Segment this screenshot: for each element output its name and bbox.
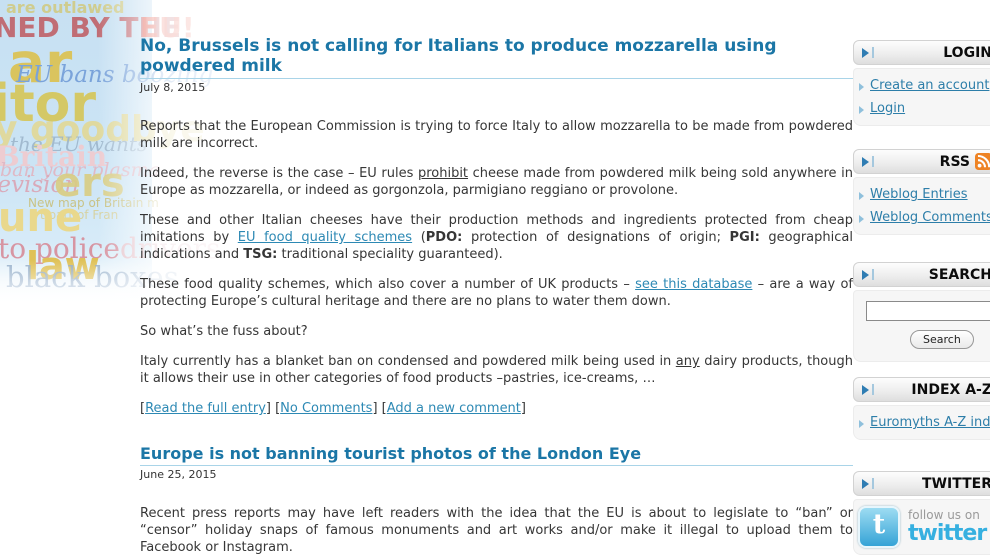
entry-date: July 8, 2015: [140, 81, 206, 94]
euromyths-a-z-index-link[interactable]: Euromyths A-Z index: [858, 411, 990, 434]
create-an-account-link[interactable]: Create an account: [858, 74, 990, 97]
add-a-new-comment-link[interactable]: Add a new comment: [386, 401, 521, 416]
collapse-toggle-icon: [862, 478, 869, 489]
collapse-toggle-bar: [872, 269, 874, 280]
entry-footer-links: [Read the full entry] [No Comments] [Add…: [140, 401, 526, 416]
sidebar-box-header-twitter: TWITTER: [853, 471, 990, 496]
emphasis-text: TSG:: [243, 247, 278, 262]
collapse-toggle-icon: [862, 384, 869, 395]
sidebar-box-header-index-az: INDEX A-Z: [853, 377, 990, 402]
sidebar-box-search: SEARCH Search: [853, 262, 990, 362]
sidebar-panel-twitter: t follow us on twitter: [853, 499, 990, 555]
collapse-toggle-icon: [862, 156, 869, 167]
sidebar-box-header-rss: RSS: [853, 149, 990, 174]
twitter-icon[interactable]: t: [858, 506, 900, 548]
sidebar-panel-index-az: Euromyths A-Z index: [853, 405, 990, 440]
blog-entry: No, Brussels is not calling for Italians…: [140, 36, 853, 417]
entry-paragraph: So what’s the fuss about?: [140, 324, 308, 339]
entry-paragraph: Indeed, the reverse is the case – EU rul…: [140, 166, 853, 198]
entry-title[interactable]: Europe is not banning tourist photos of …: [140, 444, 853, 466]
login-link[interactable]: Login: [858, 97, 990, 120]
entry-title[interactable]: No, Brussels is not calling for Italians…: [140, 36, 853, 79]
entry-date: June 25, 2015: [140, 468, 217, 481]
twitter-brand-text: twitter: [908, 520, 987, 546]
read-the-full-entry-link[interactable]: Read the full entry: [145, 401, 266, 416]
eu-food-quality-schemes-link[interactable]: EU food quality schemes: [237, 230, 413, 245]
see-this-database-link[interactable]: see this database: [635, 277, 753, 292]
sidebar-box-login: LOGIN Create an account Login: [853, 40, 990, 126]
emphasis-text: prohibit: [417, 166, 469, 181]
search-button[interactable]: Search: [910, 330, 974, 349]
emphasis-text: any: [675, 354, 700, 369]
collapse-toggle-icon: [862, 269, 869, 280]
sidebar-box-header-search: SEARCH: [853, 262, 990, 287]
sidebar-box-header-login: LOGIN: [853, 40, 990, 65]
sidebar: LOGIN Create an account Login RSS Weblog Ent…: [853, 0, 990, 557]
sidebar-box-rss: RSS Weblog Entries Weblog Comments: [853, 149, 990, 235]
sidebar-panel-login: Create an account Login: [853, 68, 990, 126]
entry-paragraph: These food quality schemes, which also c…: [140, 277, 853, 309]
word-cloud: are outlawedNED BY THEEU!arEU bans boozi…: [0, 0, 345, 312]
sidebar-box-title: RSS: [939, 153, 970, 170]
search-input[interactable]: [866, 301, 990, 321]
collapse-toggle-icon: [862, 47, 869, 58]
collapse-toggle-bar: [872, 478, 874, 489]
sidebar-box-title: TWITTER: [922, 475, 990, 492]
collapse-toggle-bar: [872, 47, 874, 58]
sidebar-panel-rss: Weblog Entries Weblog Comments: [853, 177, 990, 235]
collapse-toggle-bar: [872, 156, 874, 167]
entry-paragraph: Reports that the European Commission is …: [140, 119, 853, 151]
entry-paragraph: These and other Italian cheeses have the…: [140, 213, 853, 262]
sidebar-box-title: INDEX A-Z: [911, 381, 990, 398]
sidebar-box-index-az: INDEX A-Z Euromyths A-Z index: [853, 377, 990, 440]
sidebar-panel-search: Search: [853, 290, 990, 362]
blog-entry: Europe is not banning tourist photos of …: [140, 444, 853, 556]
sidebar-box-twitter: TWITTER t follow us on twitter: [853, 471, 990, 555]
twitter-follow-text: follow us on: [908, 508, 980, 523]
twitter-follow-badge[interactable]: follow us on twitter: [908, 508, 987, 546]
weblog-comments-link[interactable]: Weblog Comments: [858, 206, 990, 229]
emphasis-text: PGI:: [729, 230, 760, 245]
sidebar-box-title: SEARCH: [928, 266, 990, 283]
blog-entries: No, Brussels is not calling for Italians…: [140, 0, 853, 557]
collapse-toggle-bar: [872, 384, 874, 395]
no-comments-link[interactable]: No Comments: [280, 401, 373, 416]
weblog-entries-link[interactable]: Weblog Entries: [858, 183, 990, 206]
sidebar-box-title: LOGIN: [943, 44, 990, 61]
rss-icon[interactable]: [975, 153, 990, 170]
entry-paragraph: Italy currently has a blanket ban on con…: [140, 354, 853, 386]
entry-paragraph: Recent press reports may have left reade…: [140, 506, 853, 555]
emphasis-text: PDO:: [425, 230, 463, 245]
wordcloud-fade-overlay: [0, 0, 345, 312]
